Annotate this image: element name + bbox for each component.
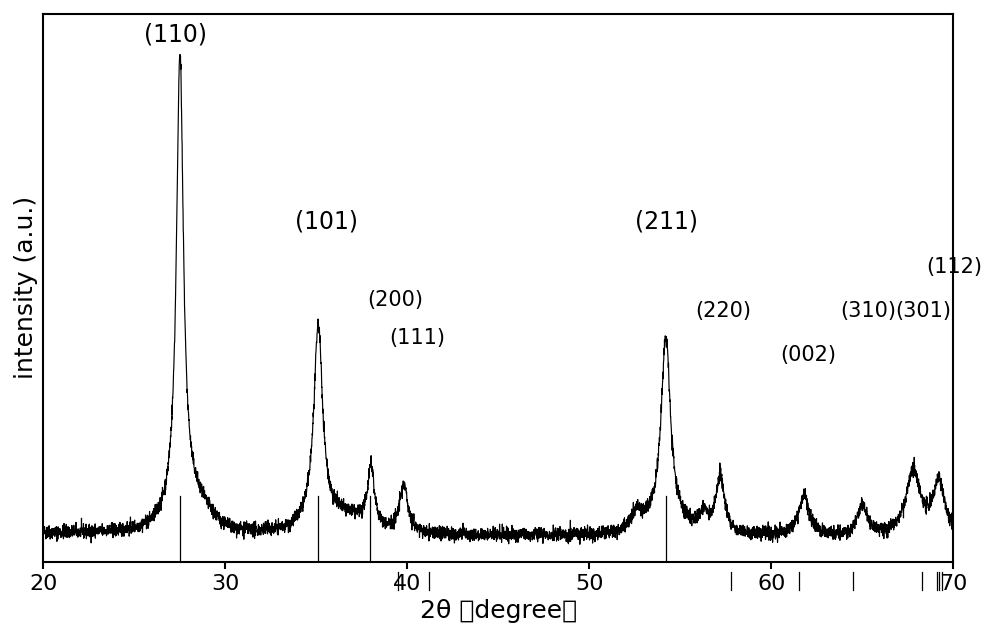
- X-axis label: 2θ （degree）: 2θ （degree）: [420, 599, 577, 623]
- Text: (112): (112): [926, 257, 982, 277]
- Text: (110): (110): [144, 23, 207, 47]
- Text: (101): (101): [295, 209, 358, 233]
- Text: (111): (111): [389, 328, 445, 348]
- Text: (301): (301): [895, 301, 951, 320]
- Text: (310): (310): [841, 301, 897, 320]
- Text: (200): (200): [367, 290, 423, 310]
- Text: (220): (220): [695, 301, 751, 320]
- Y-axis label: intensity (a.u.): intensity (a.u.): [14, 196, 38, 380]
- Text: (211): (211): [635, 209, 698, 233]
- Text: (002): (002): [780, 345, 836, 364]
